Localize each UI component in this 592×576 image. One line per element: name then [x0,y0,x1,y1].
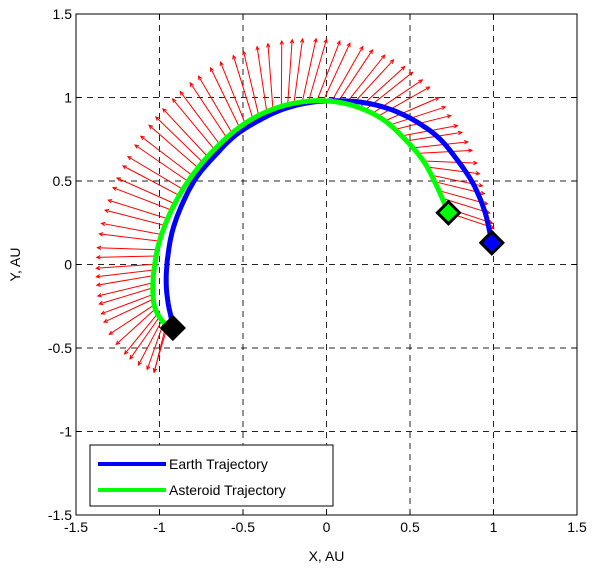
legend-label-earth: Earth Trajectory [169,456,268,472]
legend: Earth Trajectory Asteroid Trajectory [90,445,333,506]
x-tick-label: 0.5 [400,519,420,535]
y-tick-label: 0.5 [53,173,73,189]
y-tick-label: -1.5 [48,507,72,523]
y-tick-label: -1 [60,424,73,440]
x-tick-label: 1.5 [567,519,587,535]
x-tick-label: 1 [490,519,498,535]
y-tick-label: -0.5 [48,340,72,356]
y-tick-label: 1.5 [53,6,73,22]
x-tick-label: 0 [323,519,331,535]
x-axis-label: X, AU [309,548,345,564]
y-axis-label: Y, AU [7,248,23,282]
y-tick-label: 0 [64,257,72,273]
y-tick-label: 1 [64,90,72,106]
legend-label-asteroid: Asteroid Trajectory [169,482,286,498]
x-tick-label: -0.5 [231,519,255,535]
x-tick-label: -1 [153,519,166,535]
